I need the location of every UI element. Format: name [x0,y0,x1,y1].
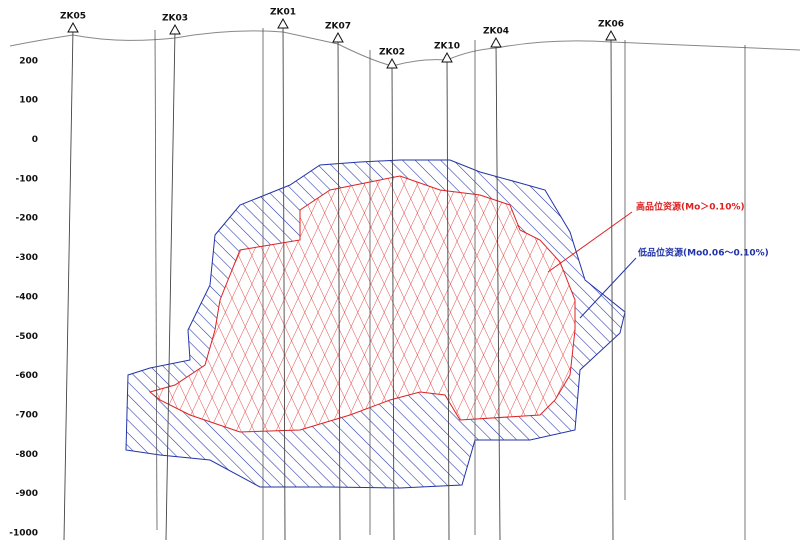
borehole-marker [605,29,617,41]
borehole-marker [277,17,289,29]
borehole-label: ZK05 [60,12,86,22]
borehole [282,23,286,541]
borehole [610,35,614,541]
borehole-marker [332,31,344,43]
borehole [446,57,450,541]
borehole-label: ZK06 [598,20,624,30]
leader-line [579,257,637,319]
borehole-label: ZK10 [434,42,460,52]
high-grade-hatch [150,176,575,432]
borehole-label: ZK04 [483,27,509,37]
borehole-label: ZK01 [270,8,296,18]
elevation-label: -400 [15,292,38,302]
elevation-label: -200 [15,214,38,224]
elevation-label: -800 [15,450,38,460]
borehole-marker [67,21,79,33]
leader-line [547,211,633,273]
elevation-label: -1000 [9,529,38,539]
borehole-label: ZK02 [379,48,405,58]
borehole [63,27,74,541]
elevation-label: 100 [19,96,38,106]
elevation-label: 200 [19,56,38,66]
borehole [337,37,341,541]
low-grade-label: 低品位资源(Mo0.06～0.10%) [637,247,769,259]
elevation-label: -300 [15,253,38,263]
borehole [391,63,395,541]
borehole [495,42,501,541]
borehole-label: ZK07 [325,22,351,32]
elevation-label: -700 [15,410,38,420]
high-grade-label: 高品位资源(Mo＞0.10%) [636,201,745,213]
elevation-label: -900 [15,489,38,499]
elevation-label: -500 [15,332,38,342]
elevation-label: -100 [15,174,38,184]
topography [9,30,800,67]
borehole-marker [169,23,181,35]
borehole-marker [386,57,398,69]
elevation-label: -600 [15,371,38,381]
borehole-label: ZK03 [162,14,188,24]
borehole-marker [441,51,453,63]
elevation-label: 0 [32,135,38,145]
borehole [165,29,176,541]
borehole-marker [490,36,502,48]
